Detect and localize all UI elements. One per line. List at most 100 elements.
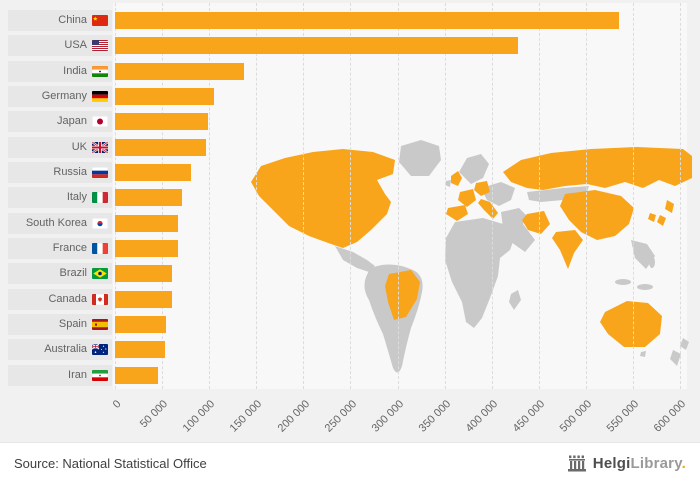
country-label-canada: Canada	[8, 288, 112, 310]
bar-usa[interactable]	[115, 37, 518, 55]
x-tick-label: 150 000	[228, 398, 265, 435]
country-label-spain: Spain	[8, 313, 112, 335]
gridline	[303, 3, 305, 389]
logo-dot: .	[681, 454, 686, 472]
map-philippines	[649, 256, 655, 268]
country-label-china: China	[8, 10, 112, 31]
country-label-brazil: Brazil	[8, 263, 112, 285]
country-name: Italy	[66, 191, 87, 204]
map-middle-east	[501, 208, 535, 252]
country-name: South Korea	[25, 216, 87, 229]
bar-russia[interactable]	[115, 163, 191, 181]
map-greenland	[399, 140, 441, 176]
map-scandinavia	[459, 154, 489, 184]
country-label-france: France	[8, 237, 112, 259]
gridline	[256, 3, 258, 389]
x-tick-label: 350 000	[416, 398, 454, 435]
map-china	[560, 190, 634, 240]
map-new-zealand	[680, 338, 689, 350]
gridline	[538, 3, 540, 389]
x-tick-label: 100 000	[181, 398, 218, 435]
country-name: Brazil	[59, 267, 87, 280]
bar-spain[interactable]	[115, 315, 166, 333]
country-name: China	[58, 14, 87, 26]
country-name: USA	[64, 39, 87, 52]
bar-canada[interactable]	[115, 290, 172, 308]
logo-text: HelgiLibrary.	[593, 455, 686, 472]
country-name: Germany	[41, 89, 87, 102]
flag-india-icon	[92, 65, 108, 77]
map-madagascar	[509, 290, 521, 310]
country-name: Iran	[68, 368, 87, 381]
x-tick-label: 400 000	[463, 398, 501, 435]
map-spain	[446, 205, 468, 221]
country-label-usa: USA	[8, 35, 112, 57]
flag-russia-icon	[92, 166, 108, 178]
x-tick-label: 0	[110, 398, 124, 411]
logo-suffix: Library	[630, 454, 682, 472]
map-south-korea	[648, 213, 656, 222]
x-tick-label: 500 000	[557, 398, 595, 435]
flag-china-icon	[92, 15, 108, 26]
map-uk	[451, 171, 462, 186]
map-japan	[665, 200, 674, 213]
country-label-italy: Italy	[8, 187, 112, 209]
country-name: France	[52, 241, 87, 254]
map-australia	[600, 301, 662, 347]
gridline	[680, 3, 681, 389]
bar-japan[interactable]	[115, 113, 208, 131]
map-russia	[503, 147, 692, 190]
flag-brazil-icon	[92, 268, 108, 280]
bar-south-korea[interactable]	[115, 214, 178, 232]
map-germany	[474, 181, 490, 196]
country-label-india: India	[8, 60, 112, 82]
map-east-europe	[481, 182, 515, 206]
map-japan	[657, 215, 666, 226]
gridline	[209, 3, 211, 389]
country-label-south-korea: South Korea	[8, 212, 112, 234]
bar-uk[interactable]	[115, 138, 206, 156]
world-map-icon	[251, 140, 692, 373]
bar-iran[interactable]	[115, 366, 158, 384]
flag-germany-icon	[92, 90, 108, 102]
gridline	[632, 3, 634, 389]
map-africa	[445, 218, 515, 328]
x-tick-label: 550 000	[604, 398, 642, 435]
country-label-uk: UK	[8, 136, 112, 158]
gridline	[350, 3, 352, 389]
map-ireland	[445, 180, 451, 187]
map-brazil	[385, 270, 420, 320]
map-se-asia	[631, 240, 655, 269]
country-name: Canada	[48, 292, 87, 305]
map-iran	[522, 211, 550, 234]
bar-india[interactable]	[115, 62, 244, 80]
bar-brazil[interactable]	[115, 265, 172, 283]
gridline	[491, 3, 493, 389]
map-indonesia	[637, 284, 653, 290]
country-name: India	[63, 64, 87, 77]
x-tick-label: 600 000	[651, 398, 689, 435]
source-text: Source: National Statistical Office	[14, 455, 207, 471]
bar-china[interactable]	[115, 12, 619, 29]
flag-usa-icon	[92, 40, 108, 52]
country-label-iran: Iran	[8, 364, 112, 386]
country-name: Russia	[53, 165, 87, 178]
logo-brand: Helgi	[592, 454, 631, 472]
country-name: Spain	[58, 317, 87, 330]
bar-france[interactable]	[115, 239, 178, 257]
bar-australia[interactable]	[115, 341, 165, 359]
country-label-russia: Russia	[8, 161, 112, 183]
helgi-logo[interactable]: HelgiLibrary.	[567, 455, 686, 472]
map-tasmania	[640, 351, 646, 357]
gridline	[444, 3, 446, 389]
bar-italy[interactable]	[115, 189, 182, 207]
country-name: UK	[71, 140, 87, 153]
flag-italy-icon	[92, 192, 108, 204]
flag-south-korea-icon	[92, 217, 108, 229]
map-mexico	[335, 246, 375, 272]
map-new-zealand	[670, 350, 681, 366]
map-north-america	[251, 149, 395, 248]
country-label-germany: Germany	[8, 85, 112, 107]
flag-france-icon	[92, 242, 108, 254]
bar-germany[interactable]	[115, 87, 214, 105]
